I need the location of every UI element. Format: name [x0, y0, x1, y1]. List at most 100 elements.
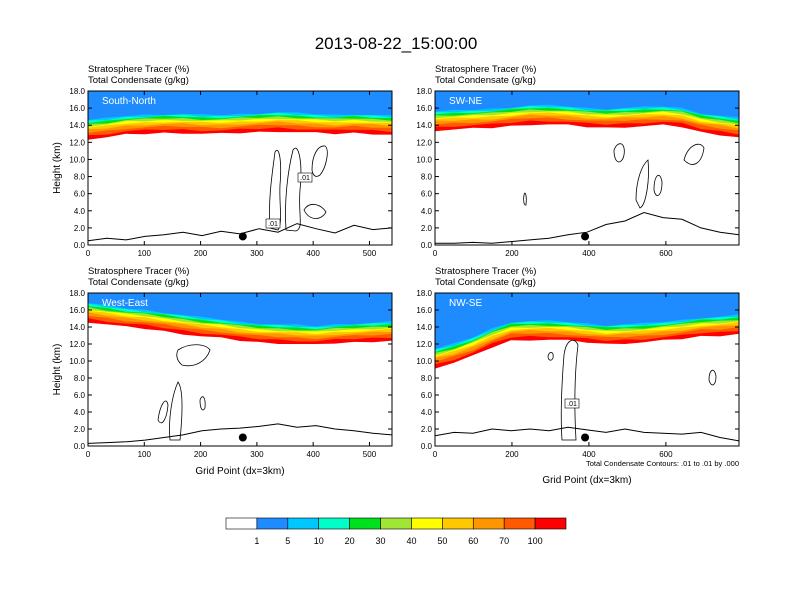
- plot-area: [88, 91, 392, 242]
- x-tick-label: 200: [194, 450, 208, 459]
- contour-label: .01: [567, 401, 577, 408]
- plot-frame: [87, 292, 393, 447]
- colorbar-swatch: [411, 517, 443, 530]
- x-tick-label: 400: [582, 249, 596, 258]
- y-tick-label: 6.0: [74, 391, 86, 400]
- y-tick-label: 2.0: [74, 224, 86, 233]
- y-tick-label: 16.0: [416, 306, 432, 315]
- x-tick-label: 0: [86, 450, 91, 459]
- panel-title-line: Stratosphere Tracer (%): [88, 64, 189, 75]
- condensate-contour: [653, 174, 663, 196]
- y-tick-label: 10.0: [69, 357, 85, 366]
- condensate-contour: [169, 381, 183, 441]
- colorbar-swatch: [287, 517, 320, 530]
- panel-sw-ne: SW-NE Stratosphere Tracer (%)Total Conden…: [416, 64, 740, 258]
- y-tick-label: 2.0: [421, 425, 433, 434]
- x-tick-label: 200: [505, 249, 519, 258]
- colorbar-swatch: [256, 517, 289, 530]
- condensate-contours: [547, 339, 717, 441]
- condensate-contours: [523, 143, 705, 209]
- condensate-contour: [613, 143, 625, 163]
- y-tick-label: 16.0: [416, 104, 432, 113]
- y-tick-label: 4.0: [74, 408, 86, 417]
- colorbar-label: 50: [437, 536, 447, 546]
- y-tick-label: 4.0: [421, 207, 433, 216]
- y-axis-label: Height (km): [52, 344, 63, 396]
- colorbar-swatch: [442, 517, 474, 530]
- colorbar-label: 60: [468, 536, 478, 546]
- y-tick-label: 6.0: [421, 391, 433, 400]
- x-tick-label: 600: [659, 450, 673, 459]
- x-tick-label: 300: [250, 249, 264, 258]
- terrain-line: [435, 426, 739, 442]
- y-tick-label: 18.0: [416, 87, 432, 96]
- colorbar-swatch: [534, 517, 567, 530]
- y-tick-label: 16.0: [69, 104, 85, 113]
- tracer-band-1: [435, 91, 739, 118]
- x-tick-label: 500: [363, 249, 377, 258]
- contour-label-box: [265, 218, 281, 229]
- x-tick-label: 300: [250, 450, 264, 459]
- y-tick-label: 0.0: [74, 442, 86, 451]
- colorbar-label: 100: [528, 536, 543, 546]
- x-axis-label: Grid Point (dx=3km): [542, 475, 631, 486]
- y-tick-label: 8.0: [421, 374, 433, 383]
- tracer-band-1: [435, 293, 739, 350]
- y-tick-label: 12.0: [416, 138, 432, 147]
- plot-frame: [434, 292, 740, 447]
- x-tick-label: 200: [505, 450, 519, 459]
- colorbar-label: 40: [406, 536, 416, 546]
- x-tick-label: 500: [363, 450, 377, 459]
- x-tick-label: 400: [307, 249, 321, 258]
- y-tick-label: 4.0: [421, 408, 433, 417]
- plot-area: [88, 293, 392, 444]
- contour-label-box: [297, 172, 313, 183]
- condensate-contour: [708, 369, 717, 386]
- panel-region-label: West-East: [102, 298, 148, 309]
- contour-note: Total Condensate Contours: .01 to .01 by…: [586, 459, 739, 468]
- colorbar-swatch: [318, 517, 350, 530]
- location-marker: [581, 433, 590, 442]
- x-tick-label: 600: [659, 249, 673, 258]
- y-tick-label: 4.0: [74, 207, 86, 216]
- y-tick-label: 12.0: [416, 340, 432, 349]
- plot-area: [435, 91, 739, 244]
- y-tick-label: 18.0: [69, 87, 85, 96]
- y-tick-label: 10.0: [416, 357, 432, 366]
- y-tick-label: 14.0: [69, 121, 85, 130]
- panel-title-line: Total Condensate (g/kg): [435, 277, 536, 288]
- panel-title-line: Total Condensate (g/kg): [88, 277, 189, 288]
- plot-frame: [87, 90, 393, 246]
- y-tick-label: 14.0: [69, 323, 85, 332]
- y-tick-label: 2.0: [421, 224, 433, 233]
- condensate-contour: [269, 149, 282, 231]
- y-axis-label: Height (km): [52, 142, 63, 194]
- y-tick-label: 2.0: [74, 425, 86, 434]
- main-title: 2013-08-22_15:00:00: [315, 34, 478, 53]
- y-tick-label: 14.0: [416, 121, 432, 130]
- x-tick-label: 200: [194, 249, 208, 258]
- condensate-contour: [303, 203, 327, 219]
- y-tick-label: 10.0: [69, 155, 85, 164]
- panel-region-label: SW-NE: [449, 96, 482, 107]
- colorbar-label: 1: [254, 536, 259, 546]
- colorbar-swatch: [503, 517, 536, 530]
- x-tick-label: 400: [307, 450, 321, 459]
- panel-title-line: Stratosphere Tracer (%): [88, 266, 189, 277]
- contour-label: .01: [268, 221, 278, 228]
- x-tick-label: 100: [138, 450, 152, 459]
- panel-title-line: Stratosphere Tracer (%): [435, 64, 536, 75]
- y-tick-label: 10.0: [416, 155, 432, 164]
- condensate-contour: [176, 344, 211, 367]
- contour-label: .01: [300, 175, 310, 182]
- terrain-line: [88, 423, 392, 444]
- colorbar-label: 70: [499, 536, 509, 546]
- condensate-contour: [683, 143, 705, 165]
- y-tick-label: 8.0: [74, 173, 86, 182]
- colorbar-label: 10: [314, 536, 324, 546]
- y-tick-label: 0.0: [421, 241, 433, 250]
- panel-title-line: Stratosphere Tracer (%): [435, 266, 536, 277]
- location-marker: [581, 232, 590, 241]
